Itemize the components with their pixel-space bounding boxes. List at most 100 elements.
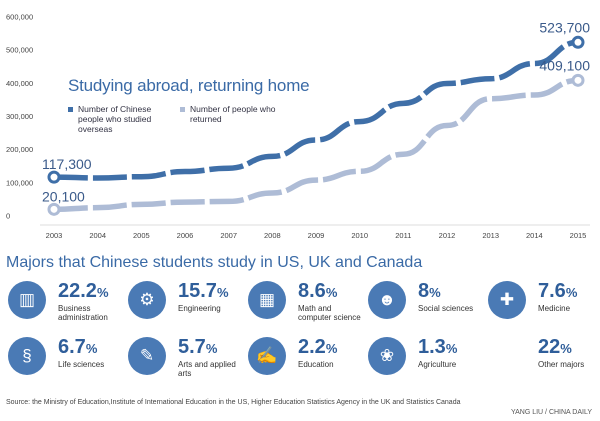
major-item: ▦ 8.6% Math and computer science [240,278,361,330]
major-percent-sign: % [216,285,229,300]
dna-icon: § [8,337,46,375]
series-0-start-label: 117,300 [42,156,92,172]
major-value: 22 [538,336,561,358]
series-1-start-label: 20,100 [42,188,85,204]
major-item: § 6.7% Life sciences [0,334,120,386]
x-tick-label: 2003 [46,231,63,240]
legend-label: Number of Chinese people who studied ove… [78,104,152,134]
chart-icon: ▥ [8,281,46,319]
major-name: Life sciences [58,360,105,369]
major-percent: 8.6% [298,280,337,303]
major-name: Other majors [538,360,585,369]
major-value: 8 [418,280,430,302]
people-icon: ☻ [368,281,406,319]
major-name: Social sciences [418,304,474,313]
major-percent: 7.6% [538,280,577,303]
x-tick-label: 2014 [526,231,543,240]
major-name: Engineering [178,304,221,313]
source-note: Source: the Ministry of Education,Instit… [6,399,461,406]
legend-swatch [68,107,73,112]
major-item: ⚙ 15.7% Engineering [120,278,240,330]
calculator-icon: ▦ [248,281,286,319]
gears-icon: ⚙ [128,281,166,319]
series-line-0 [53,39,579,181]
major-percent-sign: % [205,341,218,356]
field-icon: ❀ [368,337,406,375]
major-percent-sign: % [325,285,338,300]
major-item: ❀ 1.3% Agriculture [360,334,480,386]
major-value: 1.3 [418,336,446,358]
series-1-endpoint [571,73,585,87]
y-tick-label: 200,000 [6,145,33,154]
major-percent: 6.7% [58,336,97,359]
x-tick-label: 2011 [395,231,411,240]
majors-title: Majors that Chinese students study in US… [6,254,423,271]
x-tick-label: 2015 [570,231,587,240]
major-percent-sign: % [560,341,572,356]
syringe-icon: ✚ [488,281,526,319]
major-item: ☻ 8% Social sciences [360,278,480,330]
majors-grid: ▥ 22.2% Business administration ⚙ 15.7% Engin… [0,278,600,390]
x-tick-label: 2006 [177,231,194,240]
credit: YANG LIU / CHINA DAILY [510,409,592,416]
major-percent-sign: % [85,341,98,356]
major-item: ▥ 22.2% Business administration [0,278,120,330]
series-0-end-label: 523,700 [539,19,590,35]
legend-label: Number of people who returned [190,104,276,124]
major-percent-sign: % [96,285,109,300]
series-0-endpoint [571,35,585,49]
x-tick-label: 2010 [351,231,368,240]
series-1-endpoint [47,202,61,216]
y-tick-label: 400,000 [6,79,33,88]
major-name: Math and computer science [298,304,361,322]
x-tick-label: 2013 [482,231,499,240]
major-percent: 22.2% [58,280,109,303]
x-tick-label: 2012 [439,231,456,240]
x-tick-label: 2008 [264,231,281,240]
major-value: 22.2 [58,280,97,302]
major-percent-sign: % [565,285,578,300]
major-percent: 1.3% [418,336,457,359]
point-labels: 117,300 523,700 20,100 409,100 [42,19,590,204]
major-value: 2.2 [298,336,326,358]
series-1-end-label: 409,100 [539,57,590,73]
y-tick-label: 300,000 [6,112,33,121]
legend-swatch [180,107,185,112]
chart-title: Studying abroad, returning home [68,76,310,95]
major-item: ✚ 7.6% Medicine [480,278,600,330]
major-name: Medicine [538,304,571,313]
major-percent: 22% [538,336,572,359]
x-axis: 2003 2004 2005 2006 2007 2008 2009 2010 2011 2012… [40,224,590,240]
major-percent: 2.2% [298,336,337,359]
major-name: Education [298,360,334,369]
series-0-endpoint [47,170,61,184]
y-axis: 0 100,000 200,000 300,000 400,000 500,000 600,… [6,13,33,221]
line-chart: 0 100,000 200,000 300,000 400,000 500,000 600,… [6,13,590,241]
series-markers [47,35,585,216]
major-value: 5.7 [178,336,206,358]
x-tick-label: 2009 [308,231,325,240]
major-name: Arts and applied arts [178,360,236,378]
y-tick-label: 500,000 [6,46,33,55]
series-lines [53,39,579,213]
major-percent: 8% [418,280,441,303]
y-tick-label: 0 [6,212,10,221]
palette-icon: ✎ [128,337,166,375]
major-item: 22% Other majors [480,334,600,386]
major-value: 15.7 [178,280,217,302]
major-percent-sign: % [325,341,338,356]
major-percent: 15.7% [178,280,229,303]
x-tick-label: 2005 [133,231,150,240]
x-tick-label: 2004 [89,231,106,240]
y-tick-label: 100,000 [6,178,33,187]
major-value: 7.6 [538,280,566,302]
y-tick-label: 600,000 [6,13,33,22]
major-value: 6.7 [58,336,86,358]
major-name: Agriculture [418,360,457,369]
major-percent: 5.7% [178,336,217,359]
major-value: 8.6 [298,280,326,302]
series-line-1 [53,77,579,213]
major-percent-sign: % [445,341,458,356]
teacher-icon: ✍ [248,337,286,375]
x-tick-label: 2007 [220,231,237,240]
